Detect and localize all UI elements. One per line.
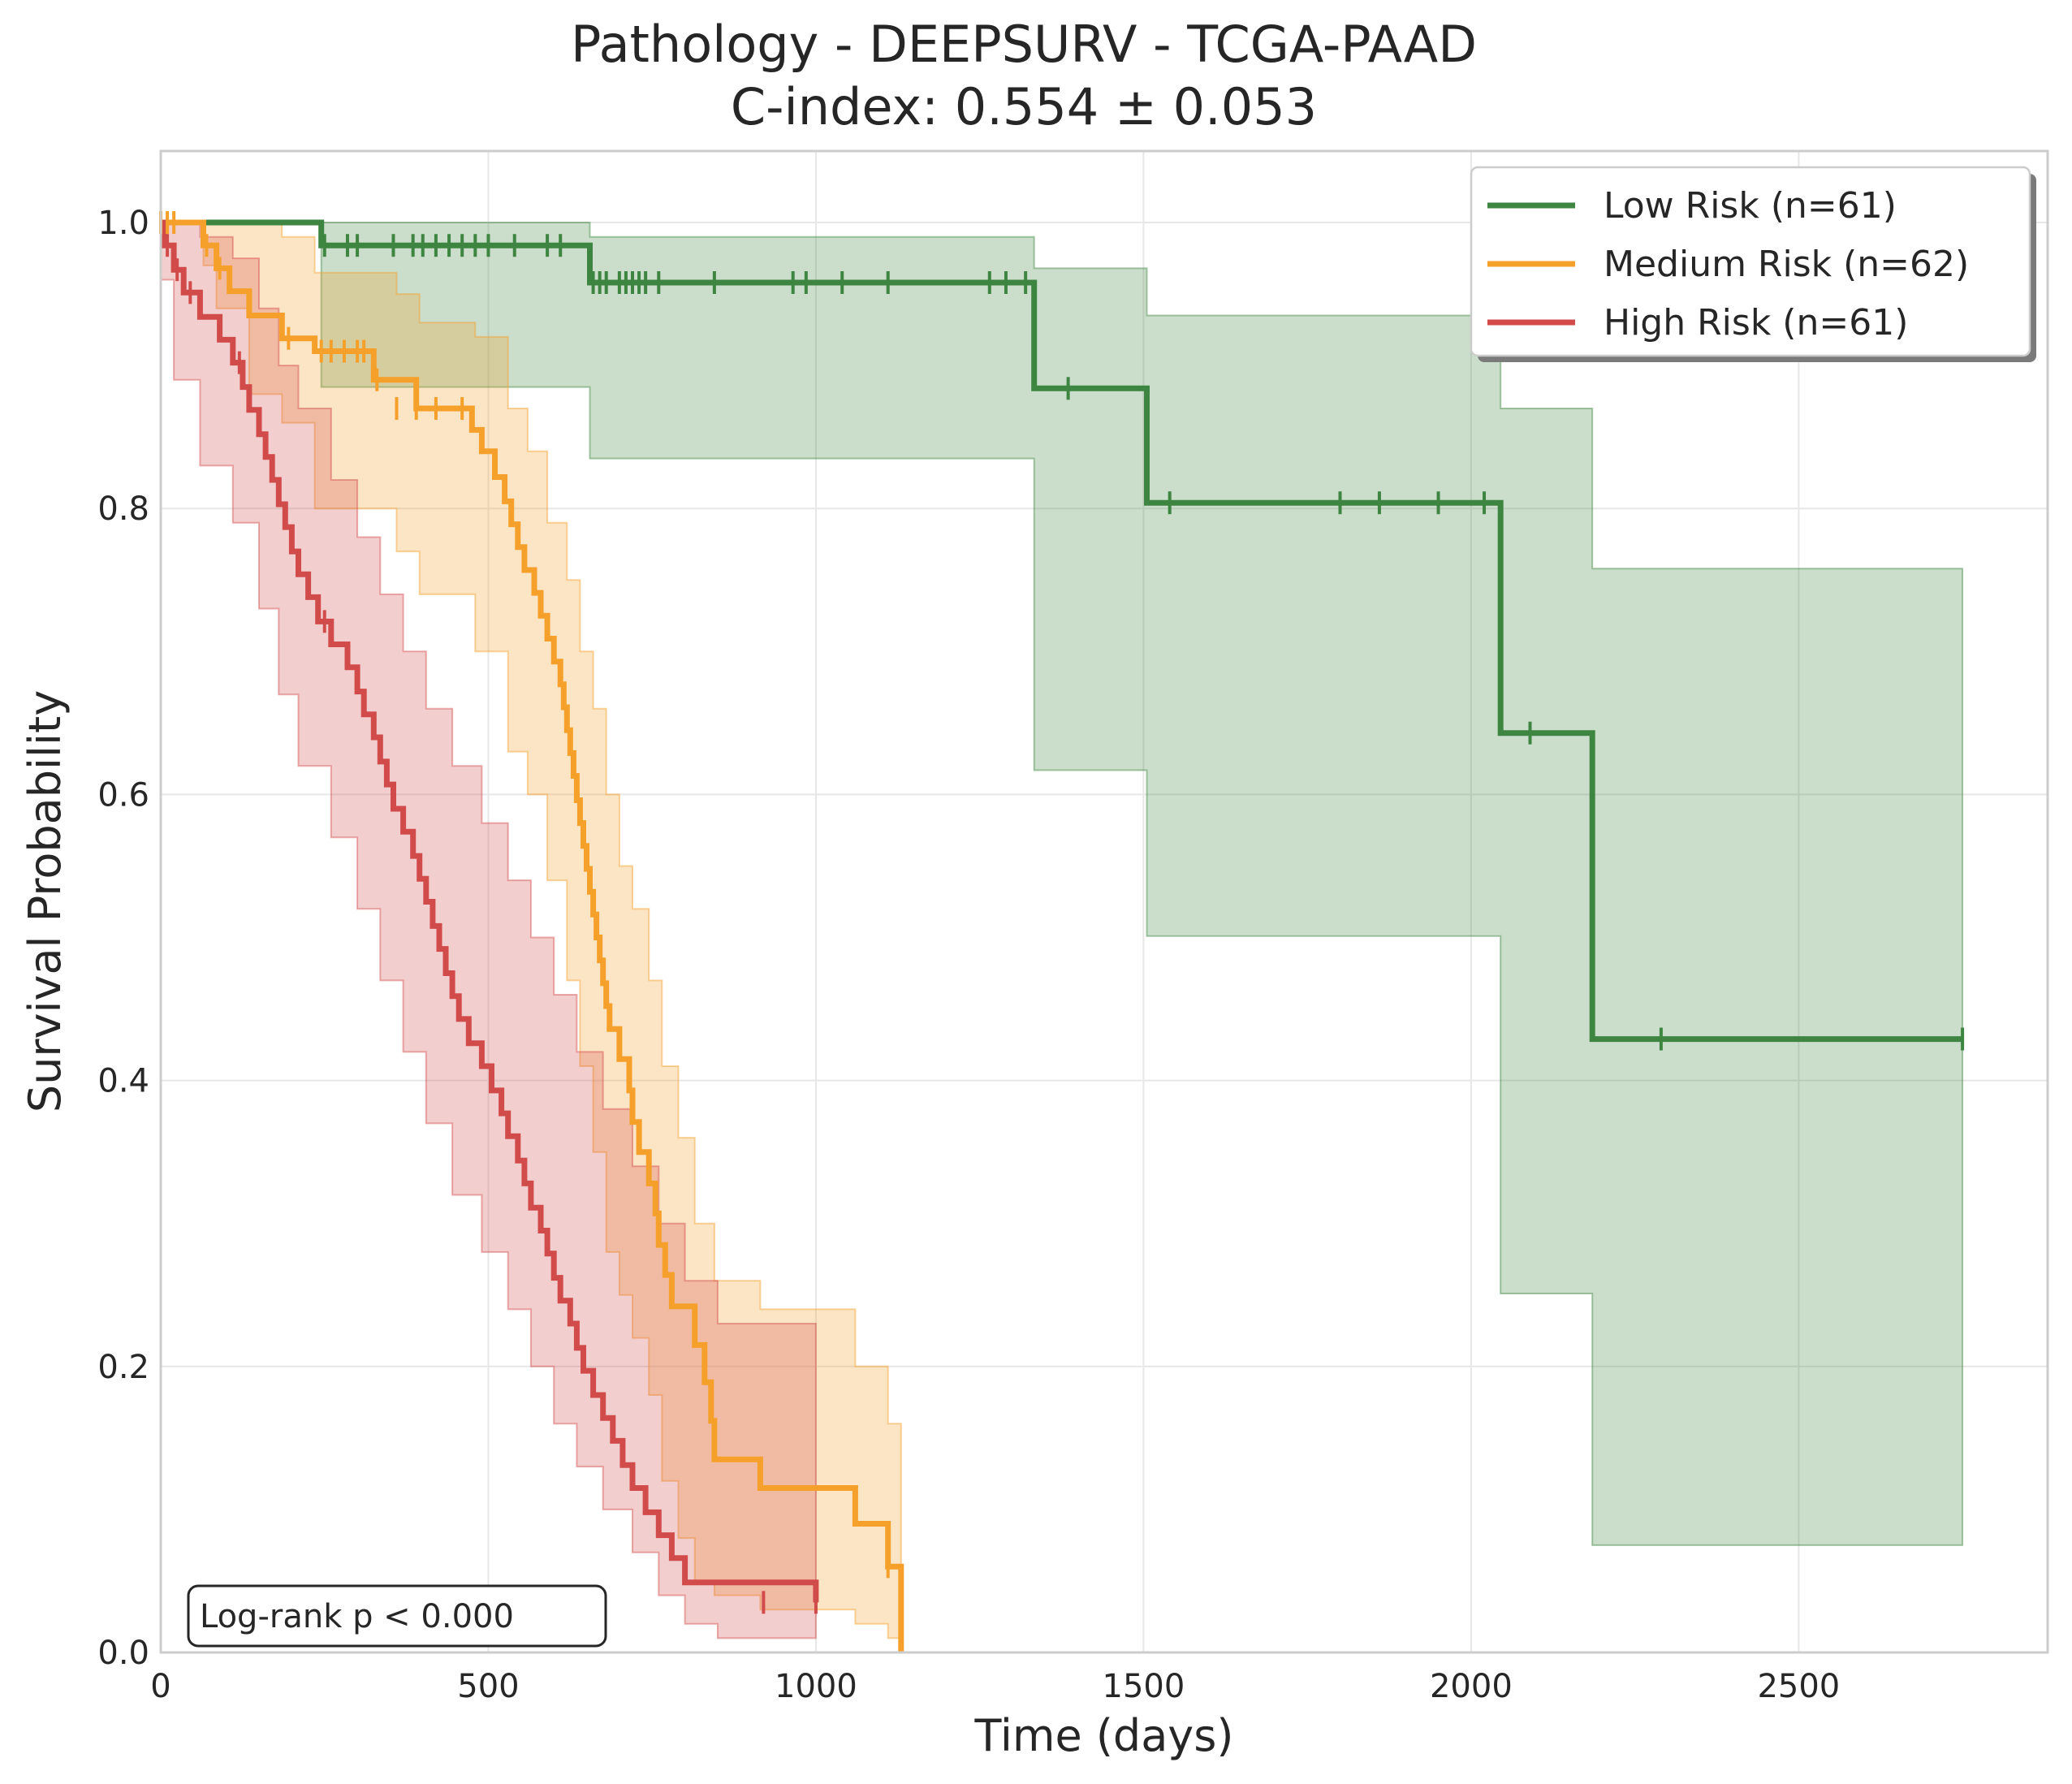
legend-box xyxy=(1470,166,2031,357)
logrank-annotation: Log-rank p < 0.000 xyxy=(187,1584,607,1648)
medium-risk-curve xyxy=(161,219,904,1652)
legend-label-medium-risk: Medium Risk (n=62) xyxy=(1604,244,1969,285)
y-tick-label: 0.0 xyxy=(97,1635,149,1672)
chart-title: Pathology - DEEPSURV - TCGA-PAAD xyxy=(571,15,1477,74)
low-risk-ci-band xyxy=(161,222,1964,1546)
grid-lines xyxy=(160,151,2048,1653)
censor-marks xyxy=(159,211,1965,1614)
legend-items: Low Risk (n=61) Medium Risk (n=62) High Ri… xyxy=(1487,185,1969,343)
x-tick-label: 500 xyxy=(457,1668,519,1705)
annotation-text: Log-rank p < 0.000 xyxy=(200,1598,514,1635)
legend-label-high-risk: High Risk (n=61) xyxy=(1604,302,1908,343)
survival-curves xyxy=(161,219,1963,1652)
medium-risk-ci-band xyxy=(161,222,902,1652)
high-risk-ci-band xyxy=(160,222,817,1639)
y-tick-label: 0.6 xyxy=(97,776,149,814)
x-tick-label: 1000 xyxy=(775,1668,857,1705)
annotation-box xyxy=(187,1584,607,1648)
plot-area xyxy=(159,149,2049,1654)
legend-label-low-risk: Low Risk (n=61) xyxy=(1604,185,1897,227)
legend: Low Risk (n=61) Medium Risk (n=62) High Ri… xyxy=(1470,166,2036,362)
chart-subtitle: C-index: 0.554 ± 0.053 xyxy=(731,77,1317,136)
y-axis-ticks: 0.0 0.2 0.4 0.6 0.8 1.0 xyxy=(97,205,149,1672)
y-tick-label: 0.4 xyxy=(97,1063,149,1100)
low-risk-curve xyxy=(161,219,1963,1043)
high-risk-curve xyxy=(161,219,819,1603)
y-tick-label: 0.8 xyxy=(97,490,149,528)
x-tick-label: 0 xyxy=(150,1668,171,1705)
x-tick-label: 1500 xyxy=(1103,1668,1185,1705)
x-axis-ticks: 0 500 1000 1500 2000 2500 xyxy=(150,1668,1840,1705)
y-axis-label: Survival Probability xyxy=(19,690,71,1112)
confidence-bands xyxy=(160,222,1964,1652)
x-tick-label: 2000 xyxy=(1430,1668,1513,1705)
x-axis-label: Time (days) xyxy=(974,1710,1234,1761)
y-tick-label: 0.2 xyxy=(97,1349,149,1386)
x-tick-label: 2500 xyxy=(1757,1668,1840,1705)
plot-background xyxy=(161,151,2048,1652)
plot-frame xyxy=(159,149,2049,1654)
y-tick-label: 1.0 xyxy=(97,205,149,242)
